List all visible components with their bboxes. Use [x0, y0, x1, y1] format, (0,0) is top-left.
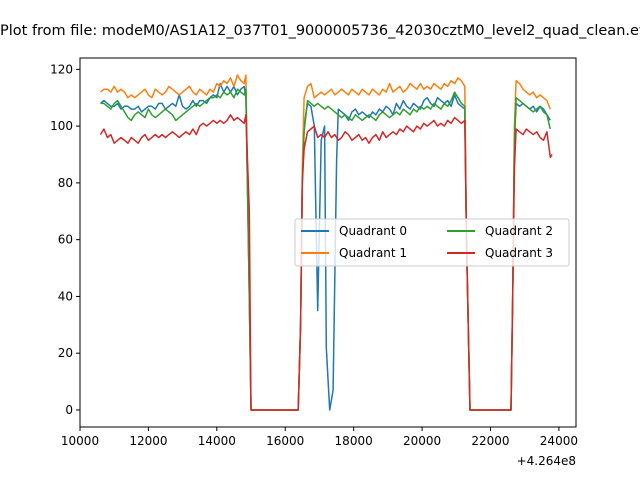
legend-label: Quadrant 2 — [485, 224, 553, 238]
x-tick-label: 16000 — [266, 434, 304, 448]
y-tick-label: 80 — [58, 176, 73, 190]
series-line-quadrant-2 — [100, 88, 552, 411]
legend-label: Quadrant 3 — [485, 246, 553, 260]
y-tick-label: 20 — [58, 346, 73, 360]
chart-title: Plot from file: modeM0/AS1A12_037T01_900… — [0, 23, 640, 39]
y-tick-label: 100 — [50, 119, 73, 133]
plot-lines — [99, 74, 553, 411]
y-tick-label: 40 — [58, 289, 73, 303]
x-axis: 10000 12000 14000 16000 18000 20000 22000 24000 — [61, 427, 578, 448]
y-axis: 0 20 40 60 80 100 120 — [50, 62, 80, 417]
x-tick-label: 10000 — [61, 434, 99, 448]
legend-label: Quadrant 1 — [339, 246, 407, 260]
legend-box — [294, 218, 570, 267]
legend: Quadrant 0 Quadrant 1 Quadrant 2 Quadrant 3 — [294, 218, 570, 267]
series-line-quadrant-1 — [100, 74, 551, 411]
y-tick-label: 120 — [50, 62, 73, 76]
x-tick-label: 18000 — [335, 434, 373, 448]
x-tick-label: 20000 — [403, 434, 441, 448]
y-tick-label: 60 — [58, 233, 73, 247]
x-offset-label: +4.264e8 — [517, 454, 576, 468]
x-tick-label: 14000 — [198, 434, 236, 448]
x-tick-label: 22000 — [471, 434, 509, 448]
series-line-quadrant-0 — [100, 82, 551, 411]
legend-label: Quadrant 0 — [339, 224, 407, 238]
y-tick-label: 0 — [65, 403, 73, 417]
plot-frame — [79, 57, 577, 428]
series-line-quadrant-3 — [99, 114, 553, 411]
x-tick-label: 24000 — [540, 434, 578, 448]
x-tick-label: 12000 — [129, 434, 167, 448]
